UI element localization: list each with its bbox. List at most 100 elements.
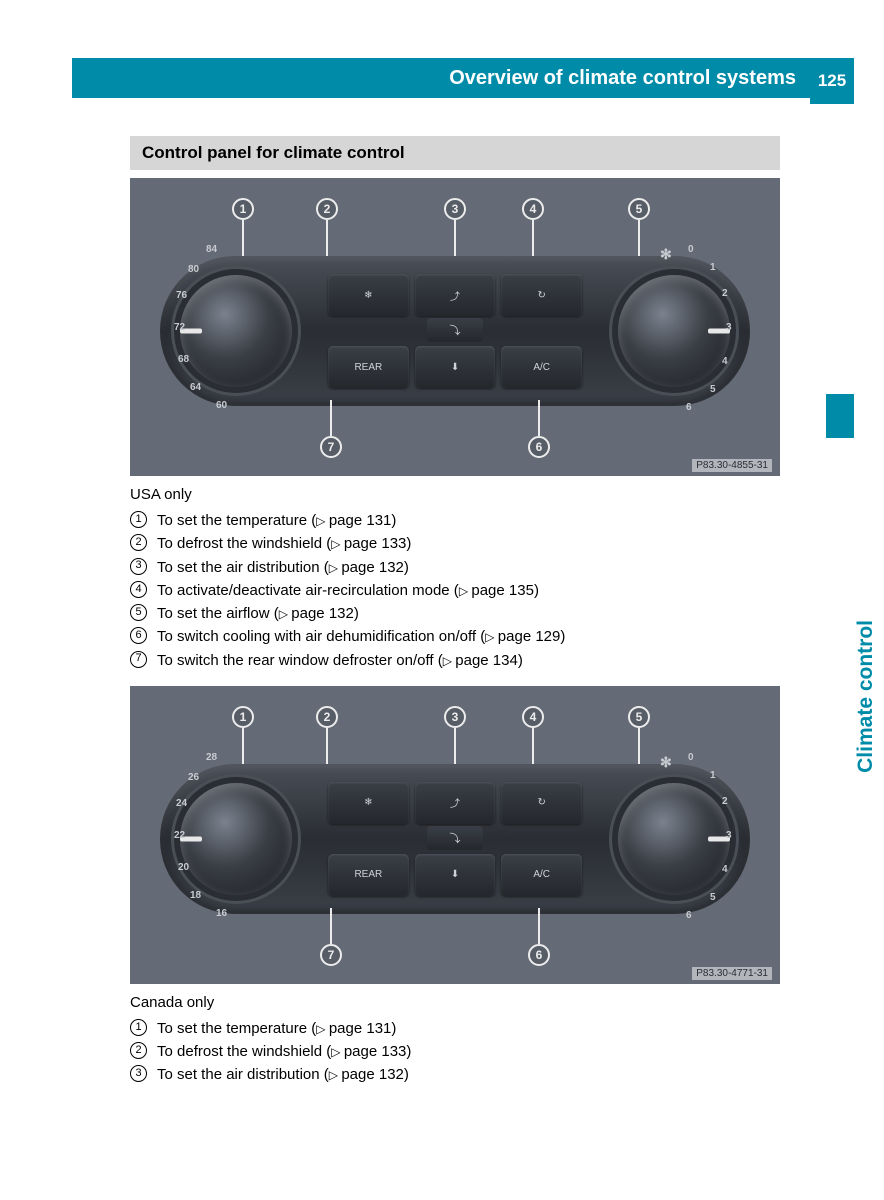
legend-item: 2 To defrost the windshield (page 133) [130, 532, 780, 555]
air-dist-foot-icon: ⬇ [415, 854, 496, 896]
legend-item: 7To switch the rear window defroster on/… [130, 649, 780, 672]
callout-6: 6 [528, 944, 550, 966]
airflow-dial [618, 783, 730, 895]
side-tab [826, 394, 854, 438]
recirc-icon: ↻ [501, 274, 582, 316]
legend-list: 1To set the temperature (page 131) 2 To de… [130, 1017, 780, 1087]
callout-4: 4 [522, 706, 544, 728]
temp-tick: 60 [216, 400, 227, 411]
legend-text: To set the temperature (page 131) [157, 509, 396, 532]
climate-panel-figure: ❄⤴↻⤵REAR⬇A/C8480767268646001234561234567… [130, 178, 780, 476]
fan-icon [660, 246, 672, 263]
fan-tick: 1 [710, 770, 716, 781]
air-dist-mid-icon: ⤵ [427, 318, 483, 342]
header-title: Overview of climate control systems [449, 67, 796, 90]
page-content: Control panel for climate control ❄⤴↻⤵RE… [130, 136, 780, 1101]
defrost-icon: ❄ [328, 274, 409, 316]
temperature-dial [180, 783, 292, 895]
temp-tick: 24 [176, 798, 187, 809]
figure-code: P83.30-4771-31 [692, 967, 772, 980]
legend-number: 2 [130, 534, 147, 551]
legend-item: 3 To set the air distribution (page 132) [130, 556, 780, 579]
legend-number: 5 [130, 604, 147, 621]
page-reference: page 131 [316, 1020, 391, 1037]
legend-text: To switch cooling with air dehumidificat… [157, 625, 565, 648]
callout-1: 1 [232, 706, 254, 728]
air-dist-icon: ⤴ [415, 782, 496, 824]
callout-4: 4 [522, 198, 544, 220]
legend-item: 2 To defrost the windshield (page 133) [130, 1040, 780, 1063]
callout-3: 3 [444, 198, 466, 220]
page-reference: page 131 [316, 512, 391, 529]
page-header: Overview of climate control systems [72, 58, 810, 98]
legend-text: To set the air distribution (page 132) [157, 556, 409, 579]
fan-tick: 0 [688, 752, 694, 763]
page-reference: page 133 [331, 535, 406, 552]
temp-tick: 20 [178, 862, 189, 873]
legend-text: To defrost the windshield (page 133) [157, 1040, 411, 1063]
fan-tick: 0 [688, 244, 694, 255]
ac-button: A/C [501, 346, 582, 388]
rear-defrost-button: REAR [328, 346, 409, 388]
legend-number: 3 [130, 1065, 147, 1082]
legend-item: 1 To set the temperature (page 131) [130, 509, 780, 532]
legend-number: 4 [130, 581, 147, 598]
page-reference: page 132 [329, 1066, 404, 1083]
fan-tick: 6 [686, 402, 692, 413]
temp-tick: 16 [216, 908, 227, 919]
ac-button: A/C [501, 854, 582, 896]
air-dist-icon: ⤴ [415, 274, 496, 316]
callout-3: 3 [444, 706, 466, 728]
legend-item: 5 To set the airflow (page 132) [130, 602, 780, 625]
temp-tick: 18 [190, 890, 201, 901]
legend-text: To set the air distribution (page 132) [157, 1063, 409, 1086]
fan-tick: 2 [722, 796, 728, 807]
legend-number: 6 [130, 627, 147, 644]
callout-2: 2 [316, 198, 338, 220]
legend-item: 3 To set the air distribution (page 132) [130, 1063, 780, 1086]
airflow-dial [618, 275, 730, 387]
callout-5: 5 [628, 706, 650, 728]
legend-text: To defrost the windshield (page 133) [157, 532, 411, 555]
legend-item: 6 To switch cooling with air dehumidifica… [130, 625, 780, 648]
legend-number: 3 [130, 558, 147, 575]
temp-tick: 22 [174, 830, 185, 841]
legend-item: 4 To activate/deactivate air-recirculatio… [130, 579, 780, 602]
fan-tick: 1 [710, 262, 716, 273]
page-reference: page 129 [485, 628, 560, 645]
temp-tick: 26 [188, 772, 199, 783]
legend-item: 1To set the temperature (page 131) [130, 1017, 780, 1040]
legend-text: To activate/deactivate air-recirculation… [157, 579, 539, 602]
rear-defrost-button: REAR [328, 854, 409, 896]
defrost-icon: ❄ [328, 782, 409, 824]
temp-tick: 80 [188, 264, 199, 275]
fan-tick: 4 [722, 356, 728, 367]
callout-5: 5 [628, 198, 650, 220]
fan-tick: 4 [722, 864, 728, 875]
figure-caption: Canada only [130, 994, 780, 1011]
callout-6: 6 [528, 436, 550, 458]
fan-tick: 6 [686, 910, 692, 921]
section-heading: Control panel for climate control [130, 136, 780, 170]
temp-tick: 72 [174, 322, 185, 333]
legend-number: 1 [130, 511, 147, 528]
temperature-dial [180, 275, 292, 387]
legend-text: To set the temperature (page 131) [157, 1017, 396, 1040]
air-dist-mid-icon: ⤵ [427, 826, 483, 850]
climate-panel-figure: ❄⤴↻⤵REAR⬇A/C2826242220181601234561234567… [130, 686, 780, 984]
figure-code: P83.30-4855-31 [692, 459, 772, 472]
fan-icon [660, 754, 672, 771]
temp-tick: 76 [176, 290, 187, 301]
temp-tick: 28 [206, 752, 217, 763]
legend-list: 1 To set the temperature (page 131) 2 To de… [130, 509, 780, 672]
legend-text: To switch the rear window defroster on/o… [157, 649, 523, 672]
temp-tick: 68 [178, 354, 189, 365]
callout-2: 2 [316, 706, 338, 728]
legend-text: To set the airflow (page 132) [157, 602, 359, 625]
air-dist-foot-icon: ⬇ [415, 346, 496, 388]
fan-tick: 2 [722, 288, 728, 299]
legend-number: 2 [130, 1042, 147, 1059]
fan-tick: 5 [710, 892, 716, 903]
callout-7: 7 [320, 944, 342, 966]
page-number: 125 [810, 58, 854, 104]
